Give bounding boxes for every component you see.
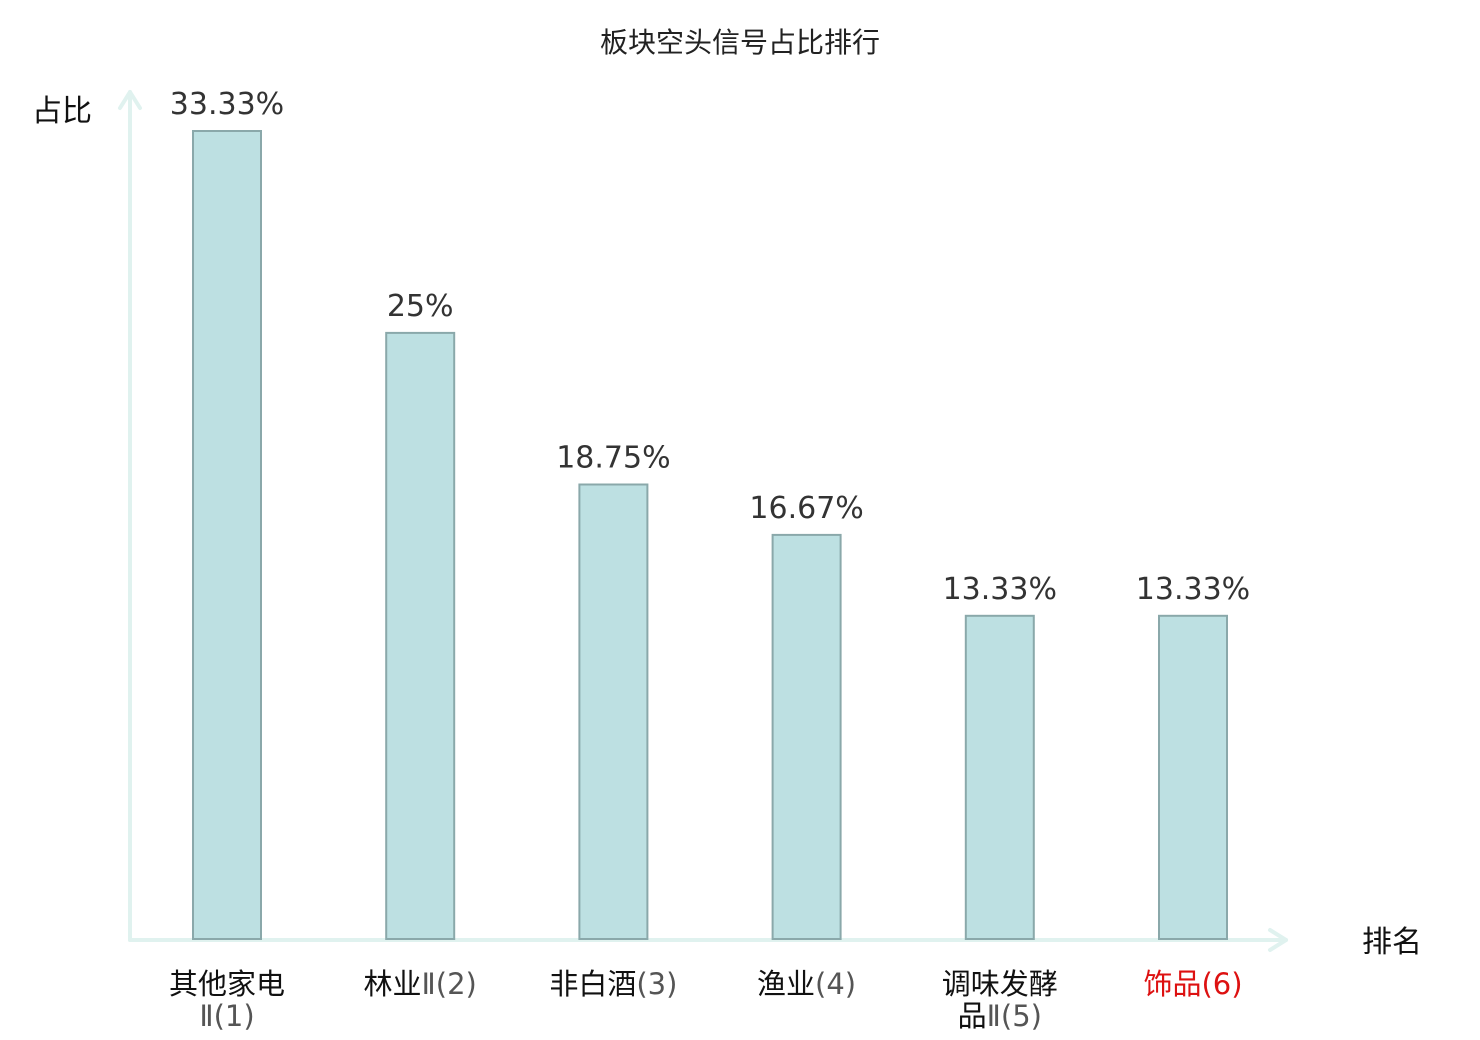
x-tick-label: 饰品(6) (1143, 967, 1242, 1001)
category-name: 品 (958, 999, 987, 1033)
bar (771, 533, 842, 941)
x-tick-label: 调味发酵品Ⅱ(5) (942, 967, 1058, 1033)
bar-value-label: 13.33% (1136, 572, 1250, 607)
x-tick-label: 非白酒(3) (549, 967, 677, 1001)
bar-value-label: 16.67% (749, 491, 863, 526)
x-tick-label-line: 渔业(4) (757, 967, 856, 1001)
bar (385, 331, 456, 940)
category-name: 渔业 (757, 967, 815, 1001)
x-tick-label: 林业Ⅱ(2) (364, 967, 477, 1001)
chart-title: 板块空头信号占比排行 (600, 26, 880, 59)
bar-value-label: 33.33% (170, 87, 284, 122)
category-name: 其他家电 (169, 967, 285, 1001)
y-axis: 占比 (32, 90, 142, 942)
category-rank: (4) (815, 967, 856, 1001)
category-rank: Ⅱ(1) (199, 999, 254, 1033)
x-tick-label: 渔业(4) (757, 967, 856, 1001)
bar (964, 614, 1035, 940)
category-rank: Ⅱ(5) (987, 999, 1042, 1033)
x-tick-label-line: 林业Ⅱ(2) (364, 967, 477, 1001)
x-tick-label-line: 品Ⅱ(5) (958, 999, 1042, 1033)
category-rank: (6) (1201, 967, 1242, 1001)
x-tick-label: 其他家电 Ⅱ(1) (169, 967, 285, 1033)
category-name: 调味发酵 (942, 967, 1058, 1001)
x-tick-label-line: Ⅱ(1) (199, 999, 254, 1033)
category-rank: Ⅱ(2) (422, 967, 477, 1001)
x-tick-label-line: 调味发酵 (942, 967, 1058, 1001)
y-axis-arrowhead (118, 90, 142, 110)
x-tick-labels: 其他家电 Ⅱ(1) 林业Ⅱ(2) 非白酒(3) 渔业(4) 调味发酵品Ⅱ(5) 饰品(6) (169, 967, 1243, 1033)
bar (1158, 614, 1228, 940)
category-name: 非白酒 (549, 967, 636, 1001)
bar (578, 483, 649, 940)
x-tick-label-line: 饰品(6) (1143, 967, 1242, 1001)
category-name: 林业 (364, 967, 422, 1001)
bar-series (192, 130, 1228, 941)
category-name: 饰品 (1143, 967, 1201, 1001)
y-axis-label: 占比 (32, 94, 92, 129)
bar-value-label: 25% (387, 289, 454, 324)
bar (192, 130, 262, 940)
x-axis: 排名 (128, 925, 1422, 960)
category-rank: (3) (636, 967, 677, 1001)
x-tick-label-line: 其他家电 (169, 967, 285, 1001)
x-axis-arrowhead (1268, 928, 1288, 952)
x-axis-label: 排名 (1362, 925, 1422, 960)
data-labels: 33.33% 25% 18.75% 16.67% 13.33% 13.33% (170, 87, 1250, 607)
bar-value-label: 18.75% (556, 441, 670, 476)
bar-value-label: 13.33% (943, 572, 1057, 607)
x-tick-label-line: 非白酒(3) (549, 967, 677, 1001)
